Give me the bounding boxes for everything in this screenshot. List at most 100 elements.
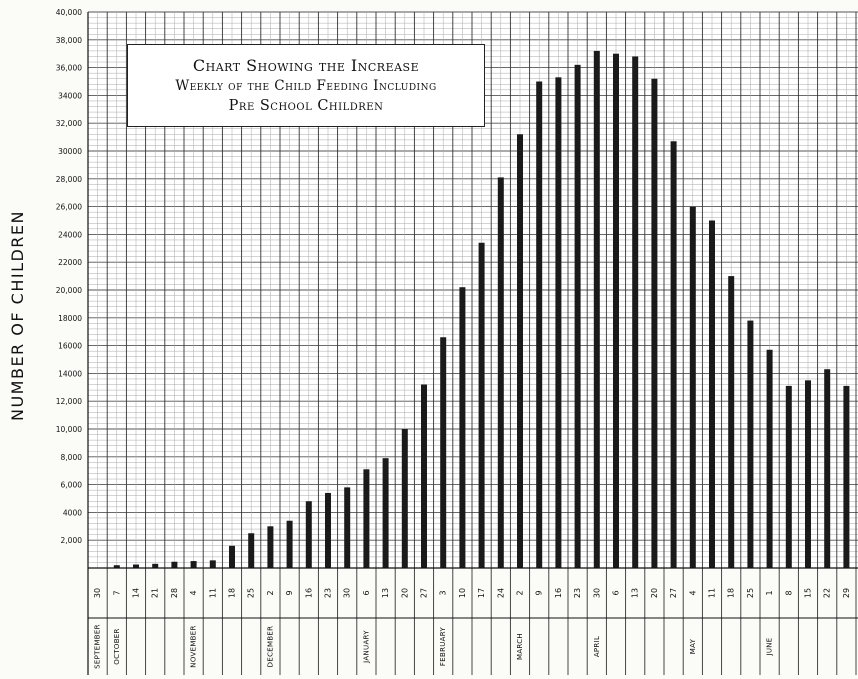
- bar: [785, 385, 792, 568]
- x-tick-label: 10: [458, 588, 467, 598]
- bar: [709, 220, 715, 568]
- x-tick-label: 24: [496, 588, 505, 598]
- x-tick-label: 21: [151, 588, 160, 598]
- x-tick-label: 18: [228, 588, 237, 598]
- y-tick-label: 32,000: [56, 119, 82, 128]
- bar: [440, 337, 447, 568]
- x-tick-label: 13: [381, 588, 390, 598]
- x-tick-label: 11: [708, 588, 717, 598]
- bar: [421, 384, 427, 568]
- bar: [536, 81, 543, 568]
- bar: [363, 469, 370, 568]
- bar: [305, 501, 312, 568]
- y-tick-label: 10,000: [56, 425, 82, 434]
- x-tick-label: 18: [727, 588, 736, 598]
- y-axis-label: NUMBER OF CHILDREN: [7, 209, 27, 421]
- x-tick-label: 2: [516, 590, 525, 595]
- month-label: APRIL: [593, 636, 601, 657]
- y-tick-label: 18000: [58, 314, 82, 323]
- y-tick-label: 2,000: [61, 536, 83, 545]
- bar: [747, 320, 754, 568]
- bar: [133, 564, 139, 568]
- bar: [555, 77, 562, 568]
- bar: [574, 64, 581, 568]
- month-label: MAY: [689, 638, 697, 654]
- month-label: MARCH: [516, 633, 524, 660]
- month-label: SEPTEMBER: [94, 624, 102, 669]
- x-tick-label: 27: [420, 588, 429, 598]
- x-tick-label: 16: [304, 588, 313, 598]
- bar: [593, 50, 600, 569]
- bar: [805, 380, 811, 568]
- x-tick-label: 11: [208, 588, 217, 598]
- y-tick-label: 22000: [58, 258, 82, 267]
- x-tick-label: 20: [400, 588, 409, 598]
- x-tick-label: 20: [650, 588, 659, 598]
- y-tick-label: 36,000: [56, 64, 82, 73]
- x-tick-label: 28: [170, 588, 179, 598]
- bar: [171, 561, 178, 568]
- bar: [113, 565, 120, 568]
- x-tick-label: 7: [112, 590, 121, 595]
- x-tick-label: 8: [784, 590, 793, 595]
- bar: [517, 134, 523, 568]
- bar: [190, 561, 197, 568]
- x-tick-label: 30: [93, 588, 102, 598]
- x-tick-label: 15: [804, 588, 813, 598]
- y-tick-label: 14000: [58, 369, 82, 378]
- y-tick-label: 38,000: [56, 36, 82, 45]
- y-tick-label: 34000: [58, 91, 82, 100]
- x-tick-label: 23: [324, 588, 333, 598]
- x-tick-label: 23: [573, 588, 582, 598]
- y-tick-label: 26,000: [56, 203, 82, 212]
- month-label: FEBRUARY: [439, 627, 447, 667]
- y-tick-label: 12,000: [56, 397, 82, 406]
- bar: [459, 287, 466, 568]
- x-tick-label: 27: [669, 588, 678, 598]
- x-tick-label: 30: [592, 588, 601, 598]
- y-tick-label: 4000: [63, 508, 82, 517]
- chart-title-line-2: Weekly of the Child Feeding Including: [175, 77, 437, 94]
- chart-title-box: Chart Showing the Increase Weekly of the…: [127, 44, 485, 127]
- y-tick-label: 20,000: [56, 286, 82, 295]
- y-tick-label: 24000: [58, 230, 82, 239]
- y-tick-label: 8,000: [61, 453, 83, 462]
- x-tick-label: 4: [189, 590, 198, 595]
- y-tick-label: 40,000: [56, 8, 82, 17]
- y-axis-label-wrap: NUMBER OF CHILDREN: [2, 195, 32, 435]
- y-tick-label: 6,000: [61, 481, 83, 490]
- x-tick-label: 30: [343, 588, 352, 598]
- bar: [229, 545, 235, 568]
- bar: [478, 242, 485, 569]
- x-tick-label: 14: [132, 588, 141, 598]
- bar: [286, 520, 293, 568]
- y-tick-label: 28,000: [56, 175, 82, 184]
- x-tick-label: 29: [842, 588, 851, 598]
- x-tick-label: 16: [554, 588, 563, 598]
- month-label: OCTOBER: [113, 628, 121, 664]
- y-tick-label: 16000: [58, 342, 82, 351]
- bar: [267, 526, 274, 568]
- x-tick-label: 25: [746, 588, 755, 598]
- x-tick-label: 1: [765, 590, 774, 595]
- x-tick-label: 3: [439, 590, 448, 595]
- bar: [248, 533, 255, 568]
- bar: [325, 492, 331, 568]
- bar: [401, 429, 408, 568]
- y-tick-label: 30000: [58, 147, 82, 156]
- x-tick-label: 13: [631, 588, 640, 598]
- month-label: NOVEMBER: [190, 625, 198, 667]
- bar: [824, 369, 831, 568]
- x-tick-label: 2: [266, 590, 275, 595]
- bar: [670, 141, 677, 568]
- bar: [632, 56, 639, 568]
- chart-title-line-3: Pre School Children: [228, 97, 384, 114]
- month-label: JUNE: [766, 637, 774, 656]
- month-label: JANUARY: [362, 630, 370, 664]
- bar: [152, 563, 159, 568]
- bar: [209, 560, 216, 568]
- bar: [728, 276, 735, 568]
- x-tick-label: 9: [535, 590, 544, 595]
- x-tick-label: 6: [362, 590, 371, 595]
